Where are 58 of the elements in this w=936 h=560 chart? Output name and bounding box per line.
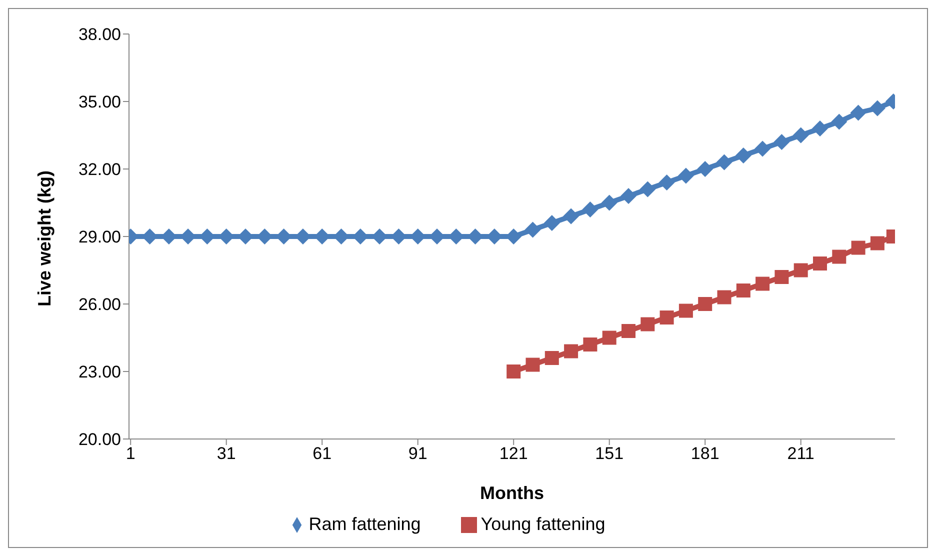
point — [794, 263, 808, 278]
point — [544, 351, 559, 365]
point — [526, 358, 540, 372]
point — [697, 161, 714, 177]
point — [812, 256, 827, 270]
x-tick-label: 121 — [499, 444, 528, 464]
y-tick-label: 26.00 — [78, 295, 121, 314]
x-tick-label: 211 — [787, 444, 814, 464]
x-tick-label: 151 — [595, 444, 624, 464]
y-tick-label: 35.00 — [78, 92, 121, 112]
point — [756, 276, 770, 291]
point — [831, 114, 848, 130]
point — [621, 324, 636, 338]
point — [658, 174, 675, 190]
point — [832, 250, 846, 264]
legend-label: Ram fattening — [308, 514, 421, 534]
point — [601, 194, 618, 211]
y-tick-label: 32.00 — [78, 160, 121, 180]
point — [870, 236, 884, 250]
y-tick-label: 29.00 — [78, 228, 121, 247]
point — [506, 364, 521, 378]
point — [678, 168, 694, 184]
x-tick-label: 1 — [126, 444, 136, 464]
point — [620, 188, 636, 204]
point — [850, 104, 866, 121]
point — [717, 290, 732, 304]
point — [754, 140, 771, 157]
point — [812, 120, 828, 136]
y-tick-label: 20.00 — [78, 430, 121, 450]
y-tick-label: 23.00 — [78, 362, 121, 382]
point — [869, 100, 886, 116]
point — [640, 181, 656, 198]
point — [735, 148, 752, 164]
point — [698, 297, 712, 311]
point — [563, 208, 580, 224]
point — [524, 222, 541, 238]
point — [716, 154, 732, 170]
point — [582, 202, 598, 218]
point — [544, 215, 560, 231]
point — [792, 127, 809, 144]
y-axis-title: Live weight (kg) — [34, 170, 54, 306]
x-tick-label: 91 — [408, 444, 428, 464]
point — [851, 240, 866, 255]
point — [640, 317, 655, 332]
point — [774, 270, 789, 284]
y-tick-label: 38.00 — [78, 25, 121, 44]
point — [602, 330, 616, 345]
x-tick-label: 61 — [312, 444, 332, 464]
legend-label: Young fattening — [480, 514, 606, 534]
x-tick-label: 181 — [690, 444, 720, 464]
point — [736, 284, 750, 298]
point — [564, 344, 578, 358]
point — [678, 304, 693, 318]
x-axis-title: Months — [480, 483, 544, 503]
point — [583, 338, 598, 352]
point — [660, 310, 674, 324]
point — [774, 134, 790, 150]
x-tick-label: 31 — [216, 444, 236, 464]
